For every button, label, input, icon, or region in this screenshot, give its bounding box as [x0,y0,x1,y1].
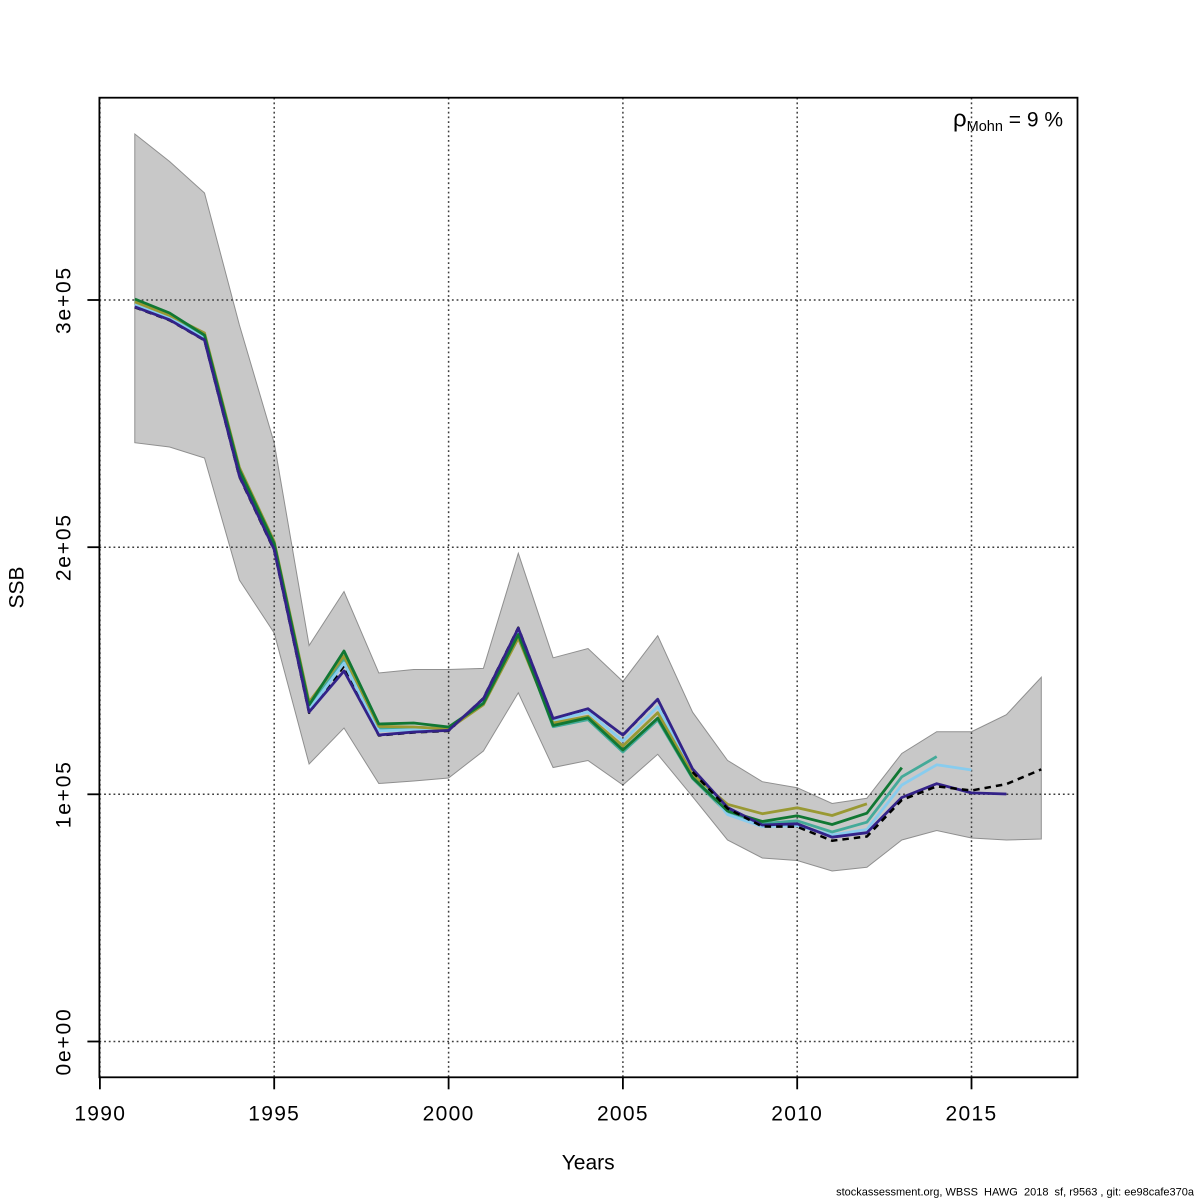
svg-text:2e+05: 2e+05 [53,513,76,581]
svg-text:1990: 1990 [74,1103,126,1126]
svg-text:2015: 2015 [946,1103,998,1126]
svg-text:Years: Years [562,1152,615,1175]
svg-text:2000: 2000 [423,1103,475,1126]
svg-text:1e+05: 1e+05 [53,760,76,828]
svg-text:0e+00: 0e+00 [53,1008,76,1076]
svg-text:3e+05: 3e+05 [53,266,76,334]
svg-text:1995: 1995 [248,1103,300,1126]
svg-text:stockassessment.org, WBSS HAW: stockassessment.org, WBSS HAWG 2018 sf, … [836,1187,1195,1199]
svg-text:SSB: SSB [6,566,29,608]
svg-text:2005: 2005 [597,1103,649,1126]
svg-text:ρMohn = 9 %: ρMohn = 9 % [953,106,1063,136]
svg-text:2010: 2010 [771,1103,823,1126]
